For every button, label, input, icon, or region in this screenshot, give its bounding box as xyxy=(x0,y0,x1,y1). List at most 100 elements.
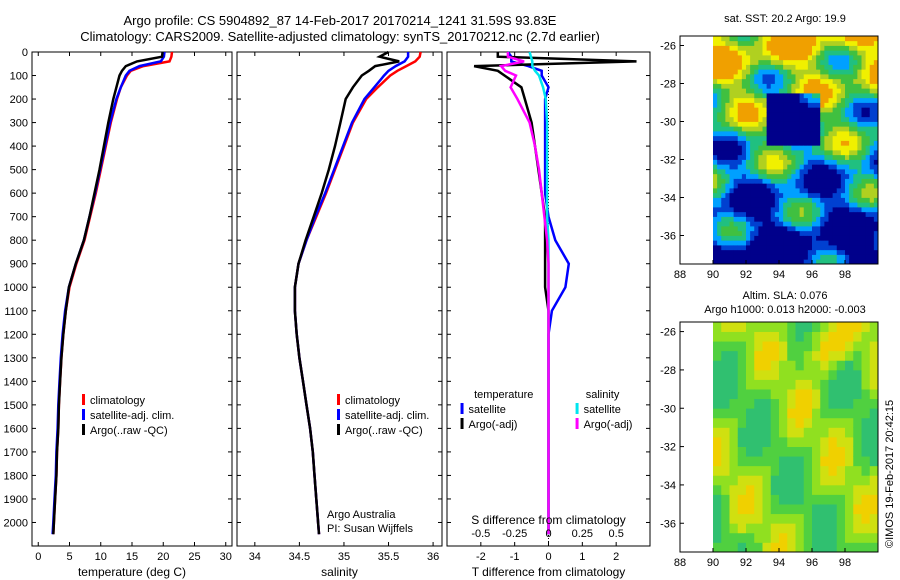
map-cell xyxy=(869,542,879,553)
map-cell xyxy=(713,389,722,400)
map-cell xyxy=(861,226,867,232)
map-cell xyxy=(762,230,768,236)
map-cell xyxy=(861,532,871,543)
map-cell xyxy=(779,465,788,476)
series-line xyxy=(293,50,400,535)
legend-label: Argo(-adj) xyxy=(584,419,633,431)
map-cell xyxy=(791,197,796,203)
map-cell xyxy=(762,249,768,255)
map-cell xyxy=(783,245,788,251)
map-cell xyxy=(774,235,780,241)
map-cell xyxy=(721,322,730,332)
map-cell xyxy=(803,131,809,137)
map-cell xyxy=(816,126,821,132)
map-cell xyxy=(787,121,792,127)
map-cell xyxy=(845,523,854,534)
map-cell xyxy=(746,465,755,476)
map-cell xyxy=(750,197,755,203)
map-cell xyxy=(766,202,772,208)
map-cell xyxy=(746,216,751,222)
map-cell xyxy=(721,408,730,419)
map-cell xyxy=(836,59,842,65)
map-cell xyxy=(857,245,862,251)
map-cell xyxy=(853,437,862,447)
map-cell xyxy=(840,69,846,75)
map-cell xyxy=(799,164,805,170)
map-cell xyxy=(783,121,788,127)
map-cell xyxy=(828,135,834,141)
x-tick-label: 36 xyxy=(427,551,439,563)
map-cell xyxy=(791,254,796,260)
map-cell xyxy=(820,408,829,419)
x-tick-label: 35 xyxy=(338,551,350,563)
x-tick-label: 20 xyxy=(157,551,169,563)
map-cell xyxy=(820,202,825,208)
map-cell xyxy=(812,211,817,217)
map-cell xyxy=(754,230,759,236)
map-cell xyxy=(820,154,825,160)
map-cell xyxy=(741,145,747,151)
map-x-tick-label: 90 xyxy=(707,557,719,569)
map-cell xyxy=(733,216,739,222)
x-tick-label: -1 xyxy=(510,551,520,563)
map-cell xyxy=(746,331,755,342)
map-y-tick-label: -30 xyxy=(660,403,676,415)
map-cell xyxy=(713,173,718,179)
map-cell xyxy=(853,135,858,141)
map-cell xyxy=(820,93,825,99)
map-cell xyxy=(836,465,846,476)
map-cell xyxy=(783,150,788,156)
map-cell xyxy=(849,245,854,251)
y-tick-label: 1700 xyxy=(4,447,28,459)
map-cell xyxy=(828,112,834,118)
map-cell xyxy=(836,379,846,390)
map-cell xyxy=(799,221,805,227)
map-cell xyxy=(861,164,867,170)
map-cell xyxy=(783,216,788,222)
map-cell xyxy=(758,159,763,165)
map-cell xyxy=(849,173,854,179)
map-cell xyxy=(849,169,854,175)
map-cell xyxy=(762,504,772,515)
map-cell xyxy=(799,107,805,113)
map-cell xyxy=(853,88,858,94)
map-cell xyxy=(795,140,801,146)
map-cell xyxy=(820,183,825,189)
map-cell xyxy=(807,259,813,265)
map-cell xyxy=(774,178,780,184)
map-cell xyxy=(787,135,792,141)
map-cell xyxy=(849,221,854,227)
map-cell xyxy=(766,254,772,260)
map-cell xyxy=(853,513,862,524)
map-cell xyxy=(733,45,739,51)
map-cell xyxy=(807,69,813,75)
map-cell xyxy=(717,240,722,246)
map-cell xyxy=(828,360,838,371)
map-cell xyxy=(807,36,813,42)
map-cell xyxy=(857,112,862,118)
map-cell xyxy=(754,55,759,61)
map-cell xyxy=(869,360,879,371)
map-cell xyxy=(713,207,718,213)
map-cell xyxy=(849,131,854,137)
map-cell xyxy=(787,183,792,189)
map-cell xyxy=(795,350,805,361)
map-cell xyxy=(729,240,735,246)
map-cell xyxy=(779,97,784,103)
map-cell xyxy=(733,202,739,208)
map-cell xyxy=(762,202,768,208)
map-cell xyxy=(812,408,821,419)
map-cell xyxy=(873,164,879,170)
map-cell xyxy=(840,150,846,156)
map-cell xyxy=(828,259,834,265)
map-cell xyxy=(812,116,817,122)
map-cell xyxy=(840,249,846,255)
map-cell xyxy=(721,437,730,447)
map-cell xyxy=(840,88,846,94)
map-cell xyxy=(865,135,871,141)
map-cell xyxy=(762,159,768,165)
map-cell xyxy=(865,188,871,194)
map-cell xyxy=(754,408,763,419)
map-cell xyxy=(754,523,763,534)
map-cell xyxy=(783,169,788,175)
